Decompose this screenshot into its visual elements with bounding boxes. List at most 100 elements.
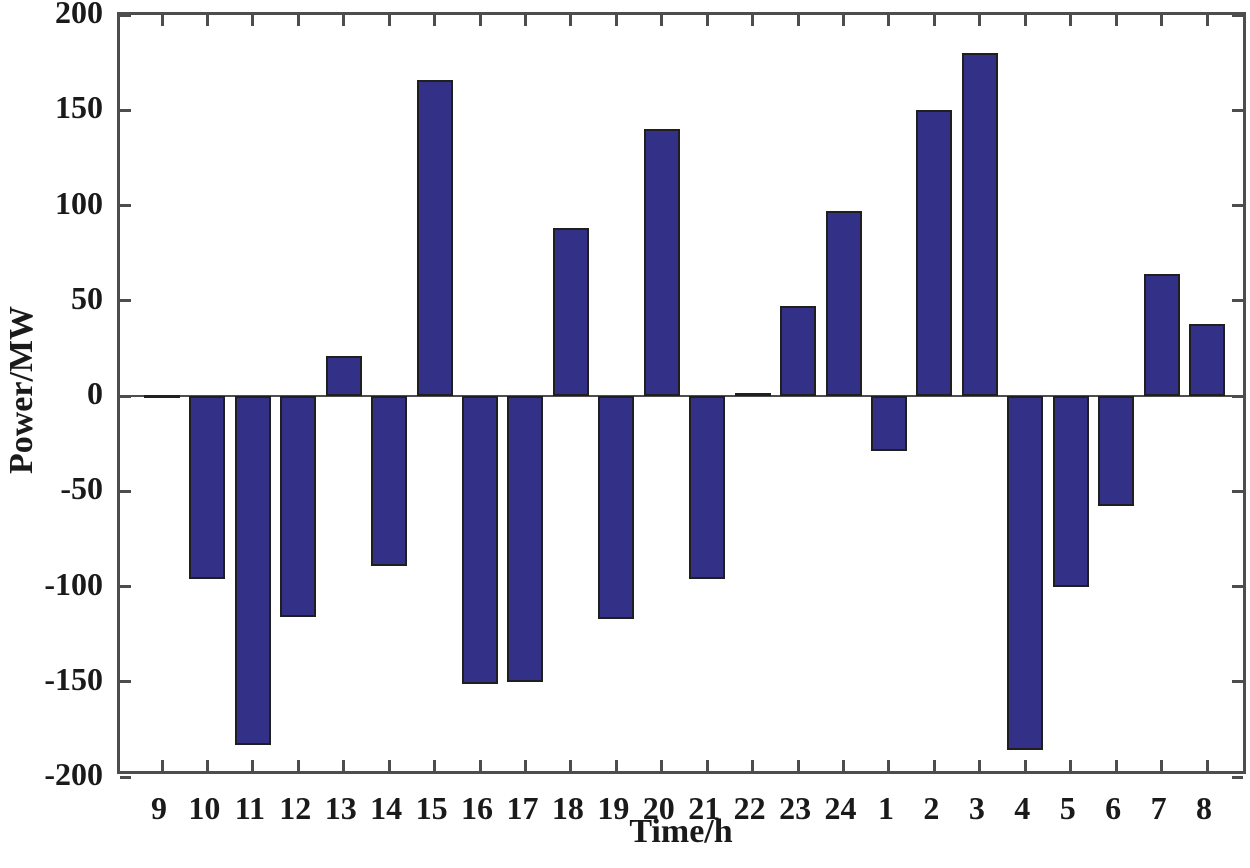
x-tick-top [887,15,891,26]
x-tick-label: 23 [779,790,812,826]
bar-hour-13 [325,355,362,396]
x-tick-top [251,15,255,26]
y-tick-left [120,204,131,207]
y-tick-right [1232,394,1243,398]
x-tick-bottom [978,760,982,771]
x-tick-top [614,15,618,26]
bar-hour-16 [462,396,499,684]
y-tick-label: 50 [71,279,103,316]
x-tick-top [1205,15,1209,26]
y-tick-label: 200 [55,0,103,30]
x-tick-bottom [296,760,300,771]
bar-hour-3 [961,53,998,396]
x-tick-bottom [1160,760,1164,771]
y-tick-left [120,108,131,112]
bar-hour-24 [825,211,862,396]
y-tick-right [1232,299,1243,303]
x-tick-top [751,15,755,26]
bar-hour-10 [189,396,226,579]
x-tick-top [1160,15,1164,26]
x-tick-top [205,15,209,26]
plot-area [117,12,1246,779]
bar-hour-11 [234,396,271,745]
y-tick-label: -150 [44,660,103,697]
x-tick-label: 4 [1014,790,1031,826]
x-tick-label: 24 [824,790,857,826]
x-tick-top [478,15,482,26]
y-tick-label: -100 [44,565,103,602]
y-tick-left [120,680,131,684]
x-tick-bottom [342,760,346,771]
x-tick-bottom [796,760,800,771]
x-tick-top [1069,15,1073,26]
x-tick-bottom [387,760,391,771]
bar-hour-21 [689,396,726,579]
bar-hour-6 [1098,396,1135,507]
y-tick-label: -200 [44,756,103,792]
y-tick-right [1232,204,1243,207]
x-tick-top [160,15,164,26]
x-tick-top [796,15,800,26]
x-tick-label: 17 [506,790,539,826]
x-tick-bottom [205,760,209,771]
x-axis-label: Time/h [629,813,733,850]
x-tick-label: 7 [1150,790,1167,826]
x-tick-label: 21 [688,790,721,826]
x-tick-top [705,15,709,26]
x-tick-label: 6 [1105,790,1122,826]
x-tick-bottom [478,760,482,771]
y-tick-right [1232,680,1243,684]
x-tick-label: 19 [597,790,630,826]
x-tick-top [387,15,391,26]
x-tick-bottom [842,760,846,771]
y-tick-right [1232,585,1243,588]
x-tick-label: 15 [415,790,448,826]
x-tick-label: 20 [642,790,675,826]
y-tick-right [1232,489,1243,493]
x-tick-bottom [1023,760,1027,771]
y-tick-left [120,394,131,398]
x-tick-top [1023,15,1027,26]
y-tick-label: -50 [60,470,103,507]
y-tick-left [120,13,131,17]
x-tick-top [1114,15,1118,26]
x-tick-label: 3 [968,790,985,826]
x-tick-label: 2 [923,790,940,826]
x-tick-top [569,15,573,26]
bar-hour-19 [598,396,635,619]
x-tick-bottom [433,760,437,771]
bar-hour-14 [371,396,408,566]
x-tick-top [296,15,300,26]
x-tick-label: 14 [370,790,403,826]
x-tick-bottom [751,760,755,771]
x-tick-bottom [251,760,255,771]
bar-hour-23 [780,306,817,396]
y-tick-left [120,489,131,493]
x-tick-label: 11 [234,790,265,826]
x-tick-label: 1 [877,790,894,826]
x-tick-top [842,15,846,26]
x-tick-bottom [523,760,527,771]
bar-hour-9 [144,394,180,398]
bar-hour-2 [916,110,953,396]
x-tick-label: 18 [551,790,584,826]
y-tick-left [120,299,131,303]
x-tick-bottom [705,760,709,771]
y-tick-label: 150 [55,89,103,126]
x-tick-top [342,15,346,26]
bar-hour-20 [643,129,680,396]
y-tick-left [120,775,131,779]
y-tick-label: 0 [87,375,103,411]
x-tick-bottom [614,760,618,771]
x-tick-label: 12 [279,790,312,826]
x-tick-label: 8 [1196,790,1212,826]
x-tick-top [978,15,982,26]
bar-hour-17 [507,396,544,682]
x-tick-bottom [1205,760,1209,771]
x-tick-bottom [660,760,664,771]
x-tick-label: 10 [188,790,221,826]
x-tick-label: 22 [733,790,766,826]
x-tick-label: 13 [324,790,357,826]
y-tick-label: 100 [55,184,103,221]
x-tick-label: 16 [461,790,494,826]
